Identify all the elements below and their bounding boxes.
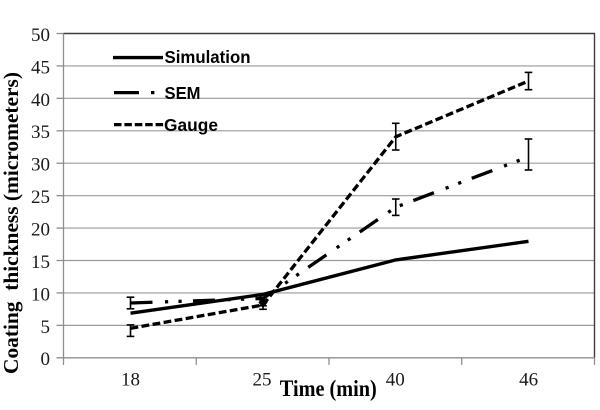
svg-text:25: 25 xyxy=(253,369,272,390)
svg-text:40: 40 xyxy=(31,90,50,111)
svg-text:46: 46 xyxy=(519,369,538,390)
svg-text:35: 35 xyxy=(31,122,50,143)
svg-text:15: 15 xyxy=(31,252,50,273)
svg-text:50: 50 xyxy=(31,25,50,46)
svg-text:30: 30 xyxy=(31,155,50,176)
svg-text:20: 20 xyxy=(31,219,50,240)
svg-text:5: 5 xyxy=(41,317,51,338)
svg-text:45: 45 xyxy=(31,57,50,78)
svg-text:40: 40 xyxy=(386,369,405,390)
svg-text:Time (min): Time (min) xyxy=(280,376,377,401)
svg-text:Coating thickness (micrometer: Coating thickness (micrometers) xyxy=(0,72,23,374)
svg-text:Gauge: Gauge xyxy=(164,115,218,135)
svg-text:10: 10 xyxy=(31,284,50,305)
svg-text:25: 25 xyxy=(31,187,50,208)
svg-text:0: 0 xyxy=(41,349,51,370)
svg-text:Simulation: Simulation xyxy=(165,47,251,67)
svg-text:SEM: SEM xyxy=(165,83,201,103)
svg-text:18: 18 xyxy=(121,369,140,390)
